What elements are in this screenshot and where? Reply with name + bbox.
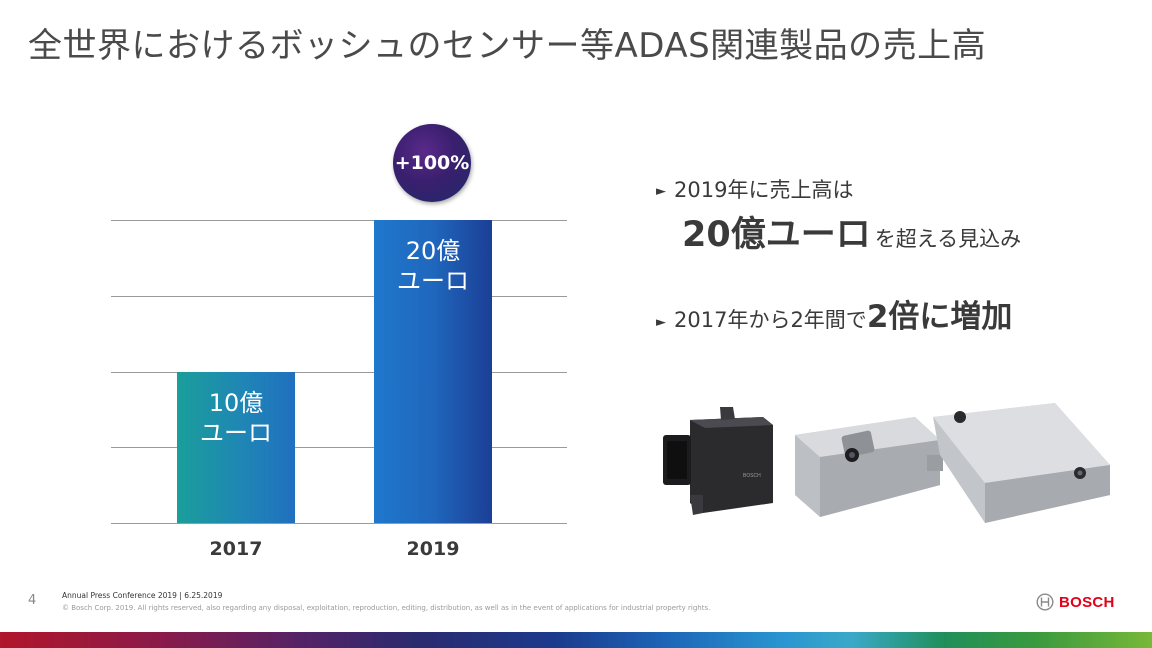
bosch-logo: BOSCH	[1036, 593, 1115, 611]
radar-sensor-image	[795, 417, 943, 517]
footer-conference: Annual Press Conference 2019 | 6.25.2019	[62, 591, 223, 600]
bosch-armature-icon	[1036, 593, 1054, 611]
control-unit-image: BOSCH	[663, 407, 773, 515]
bullet-arrow-icon: ►	[656, 315, 666, 330]
gridline	[111, 447, 567, 448]
bar-label-value: 20億	[405, 237, 461, 265]
bar-2019: 20億 ユーロ	[374, 220, 492, 523]
growth-badge: +100%	[393, 124, 471, 202]
bar-label-unit: ユーロ	[397, 267, 469, 295]
bar-2017: 10億 ユーロ	[177, 371, 295, 523]
slide-title: 全世界におけるボッシュのセンサー等ADAS関連製品の売上高	[28, 26, 987, 66]
gridline	[111, 372, 567, 373]
bar-label-unit: ユーロ	[200, 418, 272, 447]
bullet-1: ► 2019年に売上高は	[656, 174, 853, 204]
brand-color-band	[0, 632, 1152, 648]
bosch-logo-text: BOSCH	[1059, 593, 1115, 611]
bullet-1-after: を超える見込み	[874, 227, 1022, 251]
bullet-2-emphasis: 2倍に増加	[866, 299, 1013, 335]
bullet-2-text: 2017年から2年間で	[674, 308, 867, 332]
bullet-1-emphasis: 20億ユーロ	[682, 215, 871, 255]
sales-bar-chart: 10億 ユーロ 20億 ユーロ 2017 2019 +100%	[111, 124, 567, 560]
camera-sensor-image	[933, 403, 1110, 523]
x-axis-line	[111, 523, 567, 524]
footer-copyright: © Bosch Corp. 2019. All rights reserved,…	[62, 604, 711, 612]
adas-products-image: BOSCH	[663, 403, 1110, 523]
page-number: 4	[28, 593, 37, 608]
bar-label-value: 10億	[208, 388, 264, 417]
bullet-1-emphasis-line: 20億ユーロ を超える見込み	[682, 206, 1021, 257]
svg-text:BOSCH: BOSCH	[743, 473, 761, 479]
bullet-arrow-icon: ►	[656, 183, 666, 199]
x-tick-label: 2017	[209, 538, 263, 560]
bullet-2: ► 2017年から2年間で2倍に増加	[656, 291, 1012, 336]
gridline	[111, 296, 567, 297]
x-tick-label: 2019	[406, 538, 460, 560]
gridline	[111, 220, 567, 221]
bullet-1-text: 2019年に売上高は	[674, 178, 854, 202]
growth-badge-text: +100%	[394, 152, 470, 174]
